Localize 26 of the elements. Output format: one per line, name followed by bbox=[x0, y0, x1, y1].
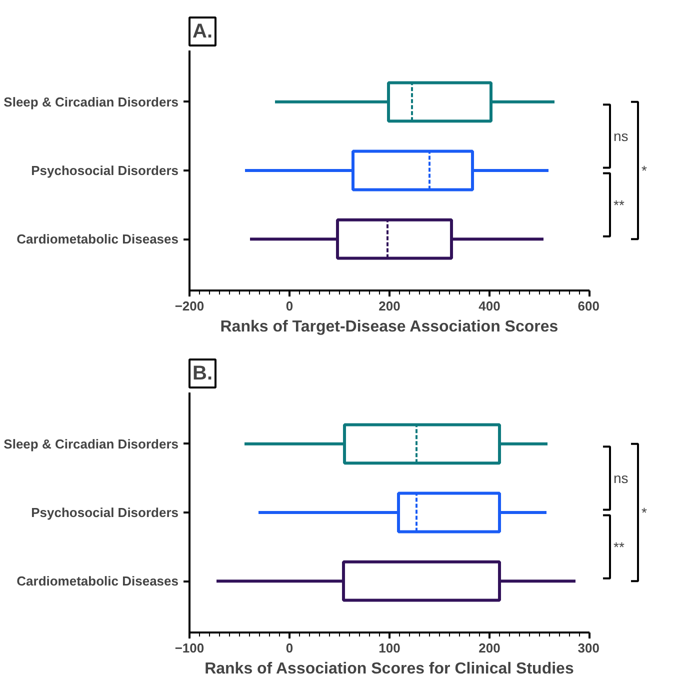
x-axis-title: Ranks of Association Scores for Clinical Studies bbox=[204, 660, 574, 678]
text: ns bbox=[614, 128, 628, 144]
text: * bbox=[642, 162, 648, 178]
x-tick-label: 600 bbox=[578, 298, 600, 314]
y-tick-label: Sleep & Circadian Disorders bbox=[4, 436, 179, 452]
chart-title: B. bbox=[192, 362, 212, 384]
x-tick-label: 200 bbox=[478, 640, 500, 656]
y-tick-label: Cardiometabolic Diseases bbox=[16, 574, 179, 589]
y-tick-label: Sleep & Circadian Disorders bbox=[4, 94, 179, 110]
x-tick-label: 0 bbox=[286, 640, 294, 656]
x-tick-label: 400 bbox=[478, 298, 500, 314]
x-tick-label: −200 bbox=[174, 298, 204, 314]
text: ns bbox=[614, 470, 628, 486]
text: ** bbox=[614, 538, 625, 555]
text: ** bbox=[614, 196, 625, 213]
x-tick-label: 0 bbox=[286, 298, 294, 314]
x-tick-label: 100 bbox=[378, 640, 400, 656]
x-axis-title: Ranks of Target-Disease Association Scores bbox=[220, 318, 558, 336]
y-tick-label: Cardiometabolic Diseases bbox=[16, 232, 179, 247]
x-tick-label: 200 bbox=[378, 298, 400, 314]
x-tick-label: 300 bbox=[578, 640, 600, 656]
y-tick-label: Psychosocial Disorders bbox=[31, 163, 179, 178]
chart-title: A. bbox=[192, 20, 212, 42]
text: * bbox=[642, 504, 648, 520]
x-tick-label: −100 bbox=[174, 640, 204, 656]
y-tick-label: Psychosocial Disorders bbox=[31, 505, 179, 520]
